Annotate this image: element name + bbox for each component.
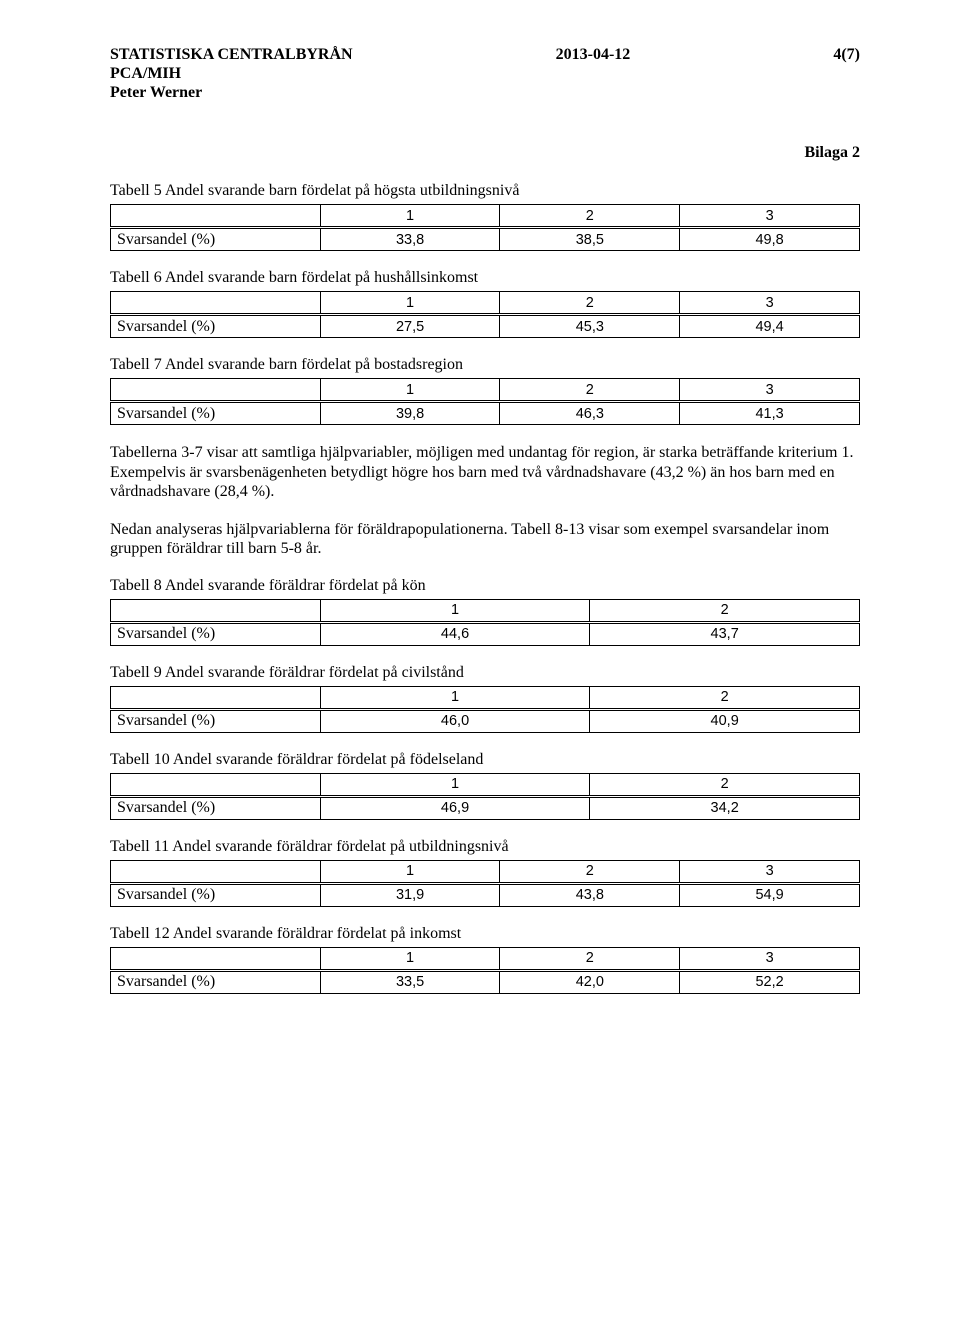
table8-caption: Tabell 8 Andel svarande föräldrar fördel… <box>110 577 860 595</box>
row-label: Svarsandel (%) <box>111 315 321 338</box>
cell: 43,8 <box>500 883 680 906</box>
table7: 1 2 3 Svarsandel (%) 39,8 46,3 41,3 <box>110 378 860 425</box>
cell: 41,3 <box>680 402 860 425</box>
col-header: 1 <box>320 599 590 622</box>
col-header: 1 <box>320 773 590 796</box>
cell: 27,5 <box>320 315 500 338</box>
table-row: Svarsandel (%) 39,8 46,3 41,3 <box>111 402 860 425</box>
dept-name: PCA/MIH <box>110 65 860 83</box>
body-paragraph-2: Nedan analyseras hjälpvariablerna för fö… <box>110 520 860 559</box>
table9: 1 2 Svarsandel (%) 46,0 40,9 <box>110 686 860 733</box>
cell: 31,9 <box>320 883 500 906</box>
col-header: 1 <box>320 379 500 402</box>
table12-caption: Tabell 12 Andel svarande föräldrar förde… <box>110 925 860 943</box>
table11-caption: Tabell 11 Andel svarande föräldrar förde… <box>110 838 860 856</box>
row-label: Svarsandel (%) <box>111 402 321 425</box>
col-header: 1 <box>320 205 500 228</box>
col-header: 2 <box>500 947 680 970</box>
table10-caption: Tabell 10 Andel svarande föräldrar förde… <box>110 751 860 769</box>
row-label: Svarsandel (%) <box>111 709 321 732</box>
col-header: 3 <box>680 947 860 970</box>
col-header: 1 <box>320 860 500 883</box>
table-row: Svarsandel (%) 46,0 40,9 <box>111 709 860 732</box>
table-row: 1 2 <box>111 773 860 796</box>
table5: 1 2 3 Svarsandel (%) 33,8 38,5 49,8 <box>110 204 860 251</box>
row-label: Svarsandel (%) <box>111 883 321 906</box>
col-header: 2 <box>500 860 680 883</box>
author-name: Peter Werner <box>110 84 860 102</box>
col-header: 2 <box>590 599 860 622</box>
col-header: 2 <box>500 292 680 315</box>
table-row: 1 2 3 <box>111 205 860 228</box>
body-paragraph-1: Tabellerna 3-7 visar att samtliga hjälpv… <box>110 443 860 502</box>
org-name: STATISTISKA CENTRALBYRÅN <box>110 46 353 64</box>
table10: 1 2 Svarsandel (%) 46,9 34,2 <box>110 773 860 820</box>
cell: 54,9 <box>680 883 860 906</box>
col-header: 1 <box>320 947 500 970</box>
cell: 40,9 <box>590 709 860 732</box>
cell: 46,9 <box>320 796 590 819</box>
table-row: 1 2 3 <box>111 947 860 970</box>
col-header: 2 <box>500 379 680 402</box>
col-header: 1 <box>320 292 500 315</box>
cell: 45,3 <box>500 315 680 338</box>
table12: 1 2 3 Svarsandel (%) 33,5 42,0 52,2 <box>110 947 860 994</box>
table-row: 1 2 3 <box>111 379 860 402</box>
cell: 49,8 <box>680 228 860 251</box>
cell: 49,4 <box>680 315 860 338</box>
col-header: 3 <box>680 205 860 228</box>
table-row: 1 2 3 <box>111 860 860 883</box>
cell: 52,2 <box>680 970 860 993</box>
cell: 46,3 <box>500 402 680 425</box>
cell: 38,5 <box>500 228 680 251</box>
table-row: Svarsandel (%) 33,8 38,5 49,8 <box>111 228 860 251</box>
cell: 46,0 <box>320 709 590 732</box>
table-row: 1 2 3 <box>111 292 860 315</box>
page-number: 4(7) <box>833 46 860 64</box>
col-header: 2 <box>590 686 860 709</box>
cell: 39,8 <box>320 402 500 425</box>
row-label: Svarsandel (%) <box>111 970 321 993</box>
table-row: Svarsandel (%) 44,6 43,7 <box>111 622 860 645</box>
table-row: Svarsandel (%) 31,9 43,8 54,9 <box>111 883 860 906</box>
col-header: 3 <box>680 379 860 402</box>
doc-date: 2013-04-12 <box>556 46 631 64</box>
cell: 34,2 <box>590 796 860 819</box>
cell: 43,7 <box>590 622 860 645</box>
table-row: Svarsandel (%) 33,5 42,0 52,2 <box>111 970 860 993</box>
table-row: 1 2 <box>111 599 860 622</box>
row-label: Svarsandel (%) <box>111 228 321 251</box>
col-header: 3 <box>680 292 860 315</box>
table-row: Svarsandel (%) 46,9 34,2 <box>111 796 860 819</box>
cell: 33,8 <box>320 228 500 251</box>
col-header: 1 <box>320 686 590 709</box>
table9-caption: Tabell 9 Andel svarande föräldrar fördel… <box>110 664 860 682</box>
table7-caption: Tabell 7 Andel svarande barn fördelat på… <box>110 356 860 374</box>
row-label: Svarsandel (%) <box>111 796 321 819</box>
col-header: 3 <box>680 860 860 883</box>
table8: 1 2 Svarsandel (%) 44,6 43,7 <box>110 599 860 646</box>
table5-caption: Tabell 5 Andel svarande barn fördelat på… <box>110 182 860 200</box>
row-label: Svarsandel (%) <box>111 622 321 645</box>
table6-caption: Tabell 6 Andel svarande barn fördelat på… <box>110 269 860 287</box>
table-row: Svarsandel (%) 27,5 45,3 49,4 <box>111 315 860 338</box>
table11: 1 2 3 Svarsandel (%) 31,9 43,8 54,9 <box>110 860 860 907</box>
col-header: 2 <box>590 773 860 796</box>
appendix-label: Bilaga 2 <box>110 144 860 162</box>
table-row: 1 2 <box>111 686 860 709</box>
page-header: STATISTISKA CENTRALBYRÅN 2013-04-12 4(7) <box>110 46 860 64</box>
col-header: 2 <box>500 205 680 228</box>
cell: 44,6 <box>320 622 590 645</box>
cell: 42,0 <box>500 970 680 993</box>
cell: 33,5 <box>320 970 500 993</box>
table6: 1 2 3 Svarsandel (%) 27,5 45,3 49,4 <box>110 291 860 338</box>
